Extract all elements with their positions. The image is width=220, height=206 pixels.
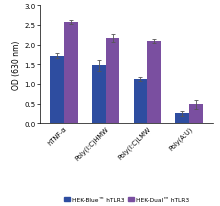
Bar	[106, 39, 119, 124]
Bar	[92, 66, 106, 124]
Y-axis label: OD (630 nm): OD (630 nm)	[12, 40, 21, 89]
Bar	[189, 105, 203, 124]
Bar	[64, 23, 78, 124]
Bar	[147, 42, 161, 124]
Bar	[50, 56, 64, 124]
Bar	[134, 80, 147, 124]
Bar	[175, 114, 189, 124]
Legend: HEK-Blue™ hTLR3, HEK-Dual™ hTLR3: HEK-Blue™ hTLR3, HEK-Dual™ hTLR3	[62, 195, 191, 205]
